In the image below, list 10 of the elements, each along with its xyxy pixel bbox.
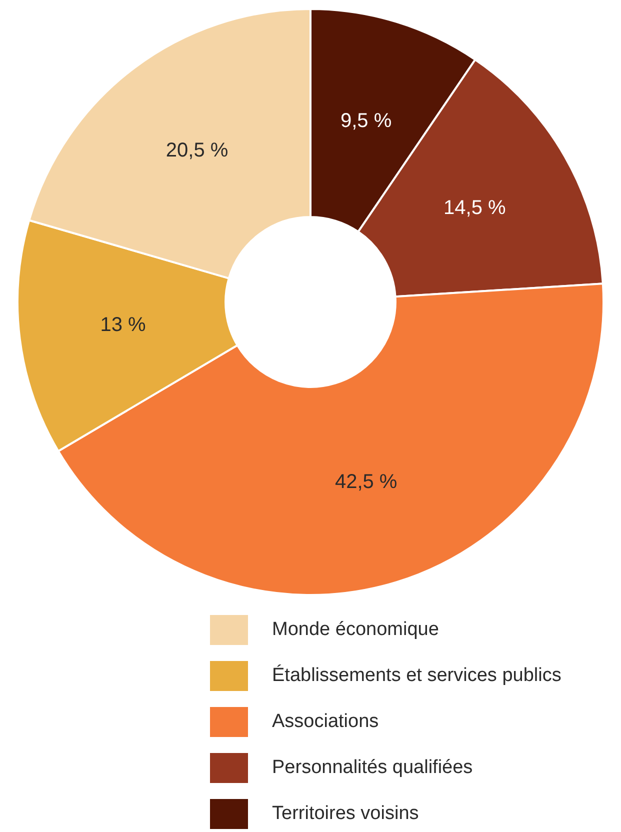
data-label: 42,5 % xyxy=(334,471,398,494)
legend-label: Associations xyxy=(272,711,379,733)
legend-label: Établissements et services publics xyxy=(272,665,562,687)
legend-label: Monde économique xyxy=(272,619,439,641)
data-label: 14,5 % xyxy=(444,196,506,219)
data-label: 13 % xyxy=(100,314,146,336)
legend-label: Territoires voisins xyxy=(272,803,419,825)
data-label: 20,5 % xyxy=(166,139,228,162)
legend-label: Personnalités qualifiées xyxy=(272,757,473,779)
data-label: 9,5 % xyxy=(340,110,392,132)
